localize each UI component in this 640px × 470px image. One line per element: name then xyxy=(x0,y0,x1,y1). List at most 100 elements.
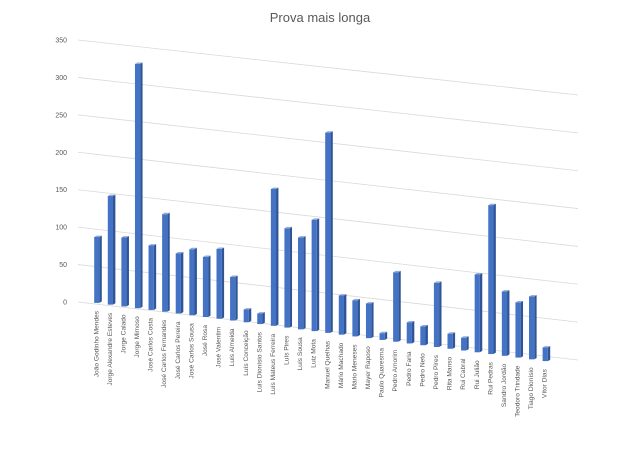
x-tick-label: José Carlos Sousa xyxy=(188,323,195,379)
bar-top xyxy=(311,218,320,220)
y-tick-label: 0 xyxy=(63,300,67,307)
bar-side xyxy=(180,252,184,314)
bar-side xyxy=(371,302,374,339)
bar xyxy=(352,300,358,337)
bar xyxy=(365,303,372,339)
bar-top xyxy=(243,308,252,310)
x-tick-label: Vítor Dias xyxy=(542,368,549,398)
x-tick-label: Luís Pires xyxy=(284,335,291,365)
bar-top xyxy=(257,312,265,314)
x-tick-label: Mayer Raposo xyxy=(365,346,372,389)
bar-top xyxy=(107,194,116,197)
bar-top xyxy=(529,295,537,297)
bar xyxy=(311,219,317,332)
x-tick-label: Luís Dionísio Santos xyxy=(256,331,263,392)
x-tick-label: Sandro Jordão xyxy=(501,364,508,408)
bar-side xyxy=(248,308,252,323)
bar-side xyxy=(194,247,197,316)
bar-top xyxy=(216,247,225,249)
y-tick-label: 300 xyxy=(55,75,67,82)
x-tick-label: Rita Manso xyxy=(447,356,454,390)
bar-side xyxy=(221,247,225,319)
bar xyxy=(121,237,127,307)
bar-top xyxy=(162,212,170,215)
bar-side xyxy=(534,295,537,360)
x-tick-label: Paulo Quaresma xyxy=(379,348,386,398)
y-tick-label: 50 xyxy=(59,262,67,269)
bar-side xyxy=(276,187,279,326)
bar xyxy=(542,347,548,362)
bar xyxy=(474,274,480,353)
x-tick-label: Pedro Faria xyxy=(406,351,413,386)
bar-top xyxy=(433,281,442,283)
bar xyxy=(488,205,494,355)
bar-top xyxy=(352,298,360,301)
bar-top xyxy=(189,247,197,250)
bar-top xyxy=(393,270,401,273)
x-tick-label: Pedro Pires xyxy=(433,354,440,389)
chart-title: Prova mais longa xyxy=(270,10,371,25)
bar-side xyxy=(493,203,496,355)
y-axis-ticks: 0 50 100 150 200 250 300 350 xyxy=(55,38,67,307)
bar-top xyxy=(94,235,102,237)
x-tick-label: Teodoro Trindade xyxy=(515,365,522,417)
bar xyxy=(379,333,385,340)
x-tick-label: Rui Cabral xyxy=(460,358,467,390)
bar xyxy=(393,272,399,342)
x-tick-label: José Carlos Pereira xyxy=(175,321,182,379)
y-tick-label: 200 xyxy=(55,150,67,157)
x-tick-label: Jorge Alexandre Esteves xyxy=(107,312,114,386)
x-tick-label: Pedro Amorim xyxy=(392,349,399,391)
bar-side xyxy=(167,212,170,312)
bar xyxy=(202,256,209,317)
bar-top xyxy=(406,320,415,323)
x-tick-label: Mário Machado xyxy=(338,342,345,388)
x-tick-label: Tiago Dionísio xyxy=(528,367,535,409)
x-tick-label: José Rosa xyxy=(202,325,209,356)
x-tick-label: Luiz Mota xyxy=(311,339,318,368)
bar xyxy=(216,248,222,319)
x-tick-label: Luís Conceição xyxy=(243,330,250,376)
bar-side xyxy=(357,298,360,337)
bar xyxy=(461,337,467,351)
bar-side xyxy=(235,275,238,321)
bar-top xyxy=(379,331,388,334)
bar-top xyxy=(202,255,211,257)
y-tick-label: 350 xyxy=(55,38,67,45)
bar xyxy=(270,188,277,326)
bar-top xyxy=(420,324,428,327)
bar-side xyxy=(507,290,510,356)
x-tick-label: José Carlos Costa xyxy=(148,318,155,372)
x-tick-label: João Godinho Mendes xyxy=(93,310,100,377)
bar-top xyxy=(501,290,510,292)
bar-side xyxy=(289,226,293,328)
bar xyxy=(162,214,168,312)
bar-side xyxy=(343,294,347,335)
bar-side xyxy=(411,320,415,344)
bar xyxy=(447,333,453,349)
bar-side xyxy=(384,331,388,340)
bar xyxy=(148,245,154,310)
bar-top xyxy=(325,131,333,133)
x-tick-label: Luís Mateus Ferreira xyxy=(270,334,277,395)
x-tick-label: Rui Julião xyxy=(474,360,481,389)
x-tick-label: José Carlos Fernandes xyxy=(161,319,168,388)
bar-top xyxy=(175,252,184,254)
bar-top xyxy=(230,275,238,277)
bar-side xyxy=(303,236,306,330)
bar-side xyxy=(330,131,333,333)
x-tick-label: Rui Pedras xyxy=(487,361,494,394)
bar-top xyxy=(365,302,374,304)
bar xyxy=(325,132,331,333)
bar-side xyxy=(520,300,524,358)
bar xyxy=(298,237,304,330)
bar xyxy=(230,276,236,321)
x-tick-label: Jorge Calado xyxy=(120,314,127,354)
bar xyxy=(175,253,181,314)
bar xyxy=(515,302,521,358)
bars xyxy=(94,62,551,362)
bar xyxy=(107,196,113,305)
x-tick-label: Pedro Neto xyxy=(419,353,426,387)
bar xyxy=(243,309,249,323)
